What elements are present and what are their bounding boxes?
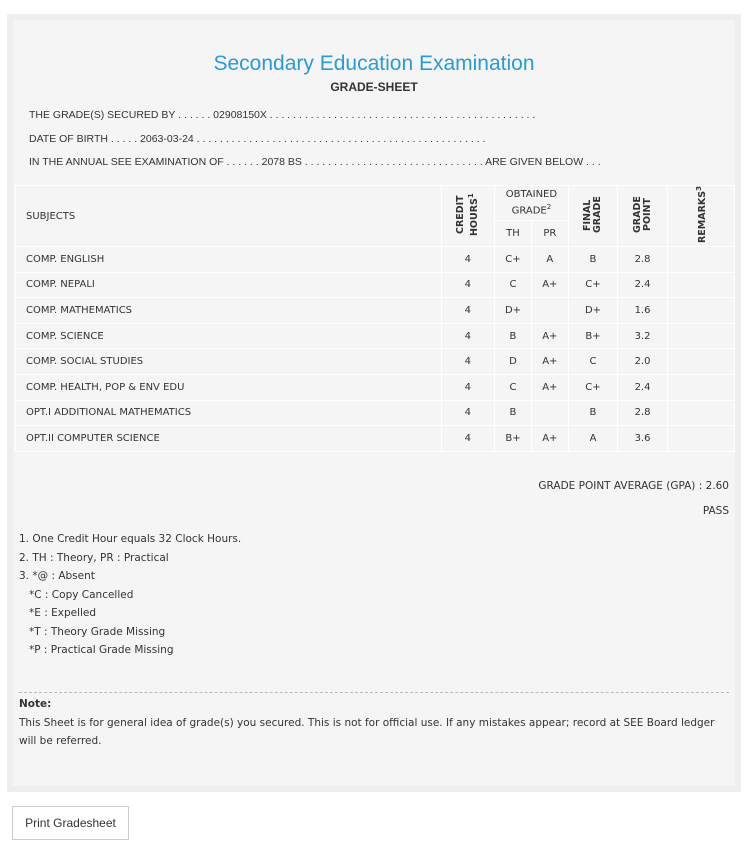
note-text: This Sheet is for general idea of grade(… [19,716,715,748]
legend-item: 2. TH : Theory, PR : Practical [19,551,169,564]
cell-gp: 2.4 [617,373,668,401]
header-credit-hours: CREDIT HOURS1 [440,184,496,248]
note: Note: This Sheet is for general idea of … [19,695,719,751]
cell-pr: A+ [530,373,569,401]
header-grade-point: GRADE POINT [617,184,668,248]
cell-final: C+ [567,271,619,299]
cell-subject: OPT.I ADDITIONAL MATHEMATICS [15,399,442,427]
cell-final: C+ [567,373,619,401]
cell-remarks [666,348,736,375]
cell-gp: 2.4 [617,271,668,299]
legend-item: *E : Expelled [19,607,97,619]
result-status: PASS [702,505,729,517]
cell-subject: COMP. SCIENCE [15,322,442,350]
cell-credit: 4 [440,373,496,401]
cell-pr [530,399,569,427]
legend: 1. One Credit Hour equals 32 Clock Hours… [19,530,241,660]
cell-credit: 4 [440,246,496,273]
cell-gp: 2.8 [617,399,668,427]
table-row: COMP. NEPALI 4 C A+ C+ 2.4 [15,271,736,299]
cell-gp: 3.2 [617,322,668,350]
table-row: OPT.II COMPUTER SCIENCE 4 B+ A+ A 3.6 [15,425,736,452]
secured-by-line: THE GRADE(S) SECURED BY . . . . . . 0290… [29,109,536,121]
legend-item: 3. *@ : Absent [19,570,95,582]
table-row: COMP. MATHEMATICS 4 D+ D+ 1.6 [15,297,736,324]
cell-th: B [494,399,532,427]
cell-remarks [666,373,736,401]
cell-credit: 4 [440,322,496,350]
page-title: Secondary Education Examination [213,52,535,75]
divider [19,692,729,693]
gradesheet: Secondary Education Examination GRADE-SH… [13,20,736,786]
cell-final: B [567,246,619,273]
header-pr: PR [530,220,569,248]
gpa: GRADE POINT AVERAGE (GPA) : 2.60 [538,480,729,492]
table-row: COMP. HEALTH, POP & ENV EDU 4 C A+ C+ 2.4 [15,373,736,401]
cell-gp: 1.6 [617,297,668,324]
cell-pr: A+ [530,271,569,299]
legend-item: 1. One Credit Hour equals 32 Clock Hours… [19,533,242,545]
legend-item: *P : Practical Grade Missing [19,644,174,656]
cell-th: C+ [494,246,532,273]
table-row: COMP. ENGLISH 4 C+ A B 2.8 [15,246,736,273]
cell-pr: A+ [530,322,569,350]
cell-final: C [567,348,619,375]
print-gradesheet-button[interactable]: Print Gradesheet [12,806,129,840]
header-obtained-grade: OBTAINED GRADE2 [494,184,569,222]
cell-credit: 4 [440,399,496,427]
cell-gp: 3.6 [617,425,668,452]
gradesheet-panel: Secondary Education Examination GRADE-SH… [7,14,741,792]
cell-pr: A+ [530,348,569,375]
header-remarks: REMARKS3 [666,184,736,248]
cell-subject: COMP. NEPALI [15,271,442,299]
cell-remarks [666,399,736,427]
cell-remarks [666,246,736,273]
grades-table: SUBJECTS CREDIT HOURS1 OBTAINED GRADE2 F… [15,184,736,452]
cell-subject: COMP. HEALTH, POP & ENV EDU [15,373,442,401]
cell-th: D+ [494,297,532,324]
header-th: TH [494,220,532,248]
cell-final: D+ [567,297,619,324]
cell-gp: 2.0 [617,348,668,375]
cell-credit: 4 [440,297,496,324]
cell-final: A [567,425,619,452]
cell-remarks [666,425,736,452]
cell-th: C [494,271,532,299]
cell-credit: 4 [440,425,496,452]
cell-remarks [666,322,736,350]
cell-th: B [494,322,532,350]
table-row: COMP. SOCIAL STUDIES 4 D A+ C 2.0 [15,348,736,375]
cell-subject: COMP. SOCIAL STUDIES [15,348,442,375]
cell-th: C [494,373,532,401]
cell-remarks [666,297,736,324]
cell-pr: A+ [530,425,569,452]
cell-subject: COMP. MATHEMATICS [15,297,442,324]
header-subjects: SUBJECTS [15,184,442,248]
cell-final: B [567,399,619,427]
cell-subject: COMP. ENGLISH [15,246,442,273]
grade-sheet-heading: GRADE-SHEET [330,80,418,94]
legend-item: *T : Theory Grade Missing [19,625,166,638]
cell-pr [530,297,569,324]
cell-credit: 4 [440,348,496,375]
exam-line: IN THE ANNUAL SEE EXAMINATION OF . . . .… [29,156,601,168]
cell-credit: 4 [440,271,496,299]
header-final-grade: FINAL GRADE [567,184,619,248]
table-row: COMP. SCIENCE 4 B A+ B+ 3.2 [15,322,736,350]
cell-th: B+ [494,425,532,452]
cell-pr: A [530,246,569,273]
dob-line: DATE OF BIRTH . . . . . 2063-03-24 . . .… [29,133,486,145]
cell-subject: OPT.II COMPUTER SCIENCE [15,425,442,452]
cell-th: D [494,348,532,375]
legend-item: *C : Copy Cancelled [19,588,134,601]
cell-final: B+ [567,322,619,350]
note-title: Note: [19,698,52,710]
table-row: OPT.I ADDITIONAL MATHEMATICS 4 B B 2.8 [15,399,736,427]
cell-remarks [666,271,736,299]
cell-gp: 2.8 [617,246,668,273]
